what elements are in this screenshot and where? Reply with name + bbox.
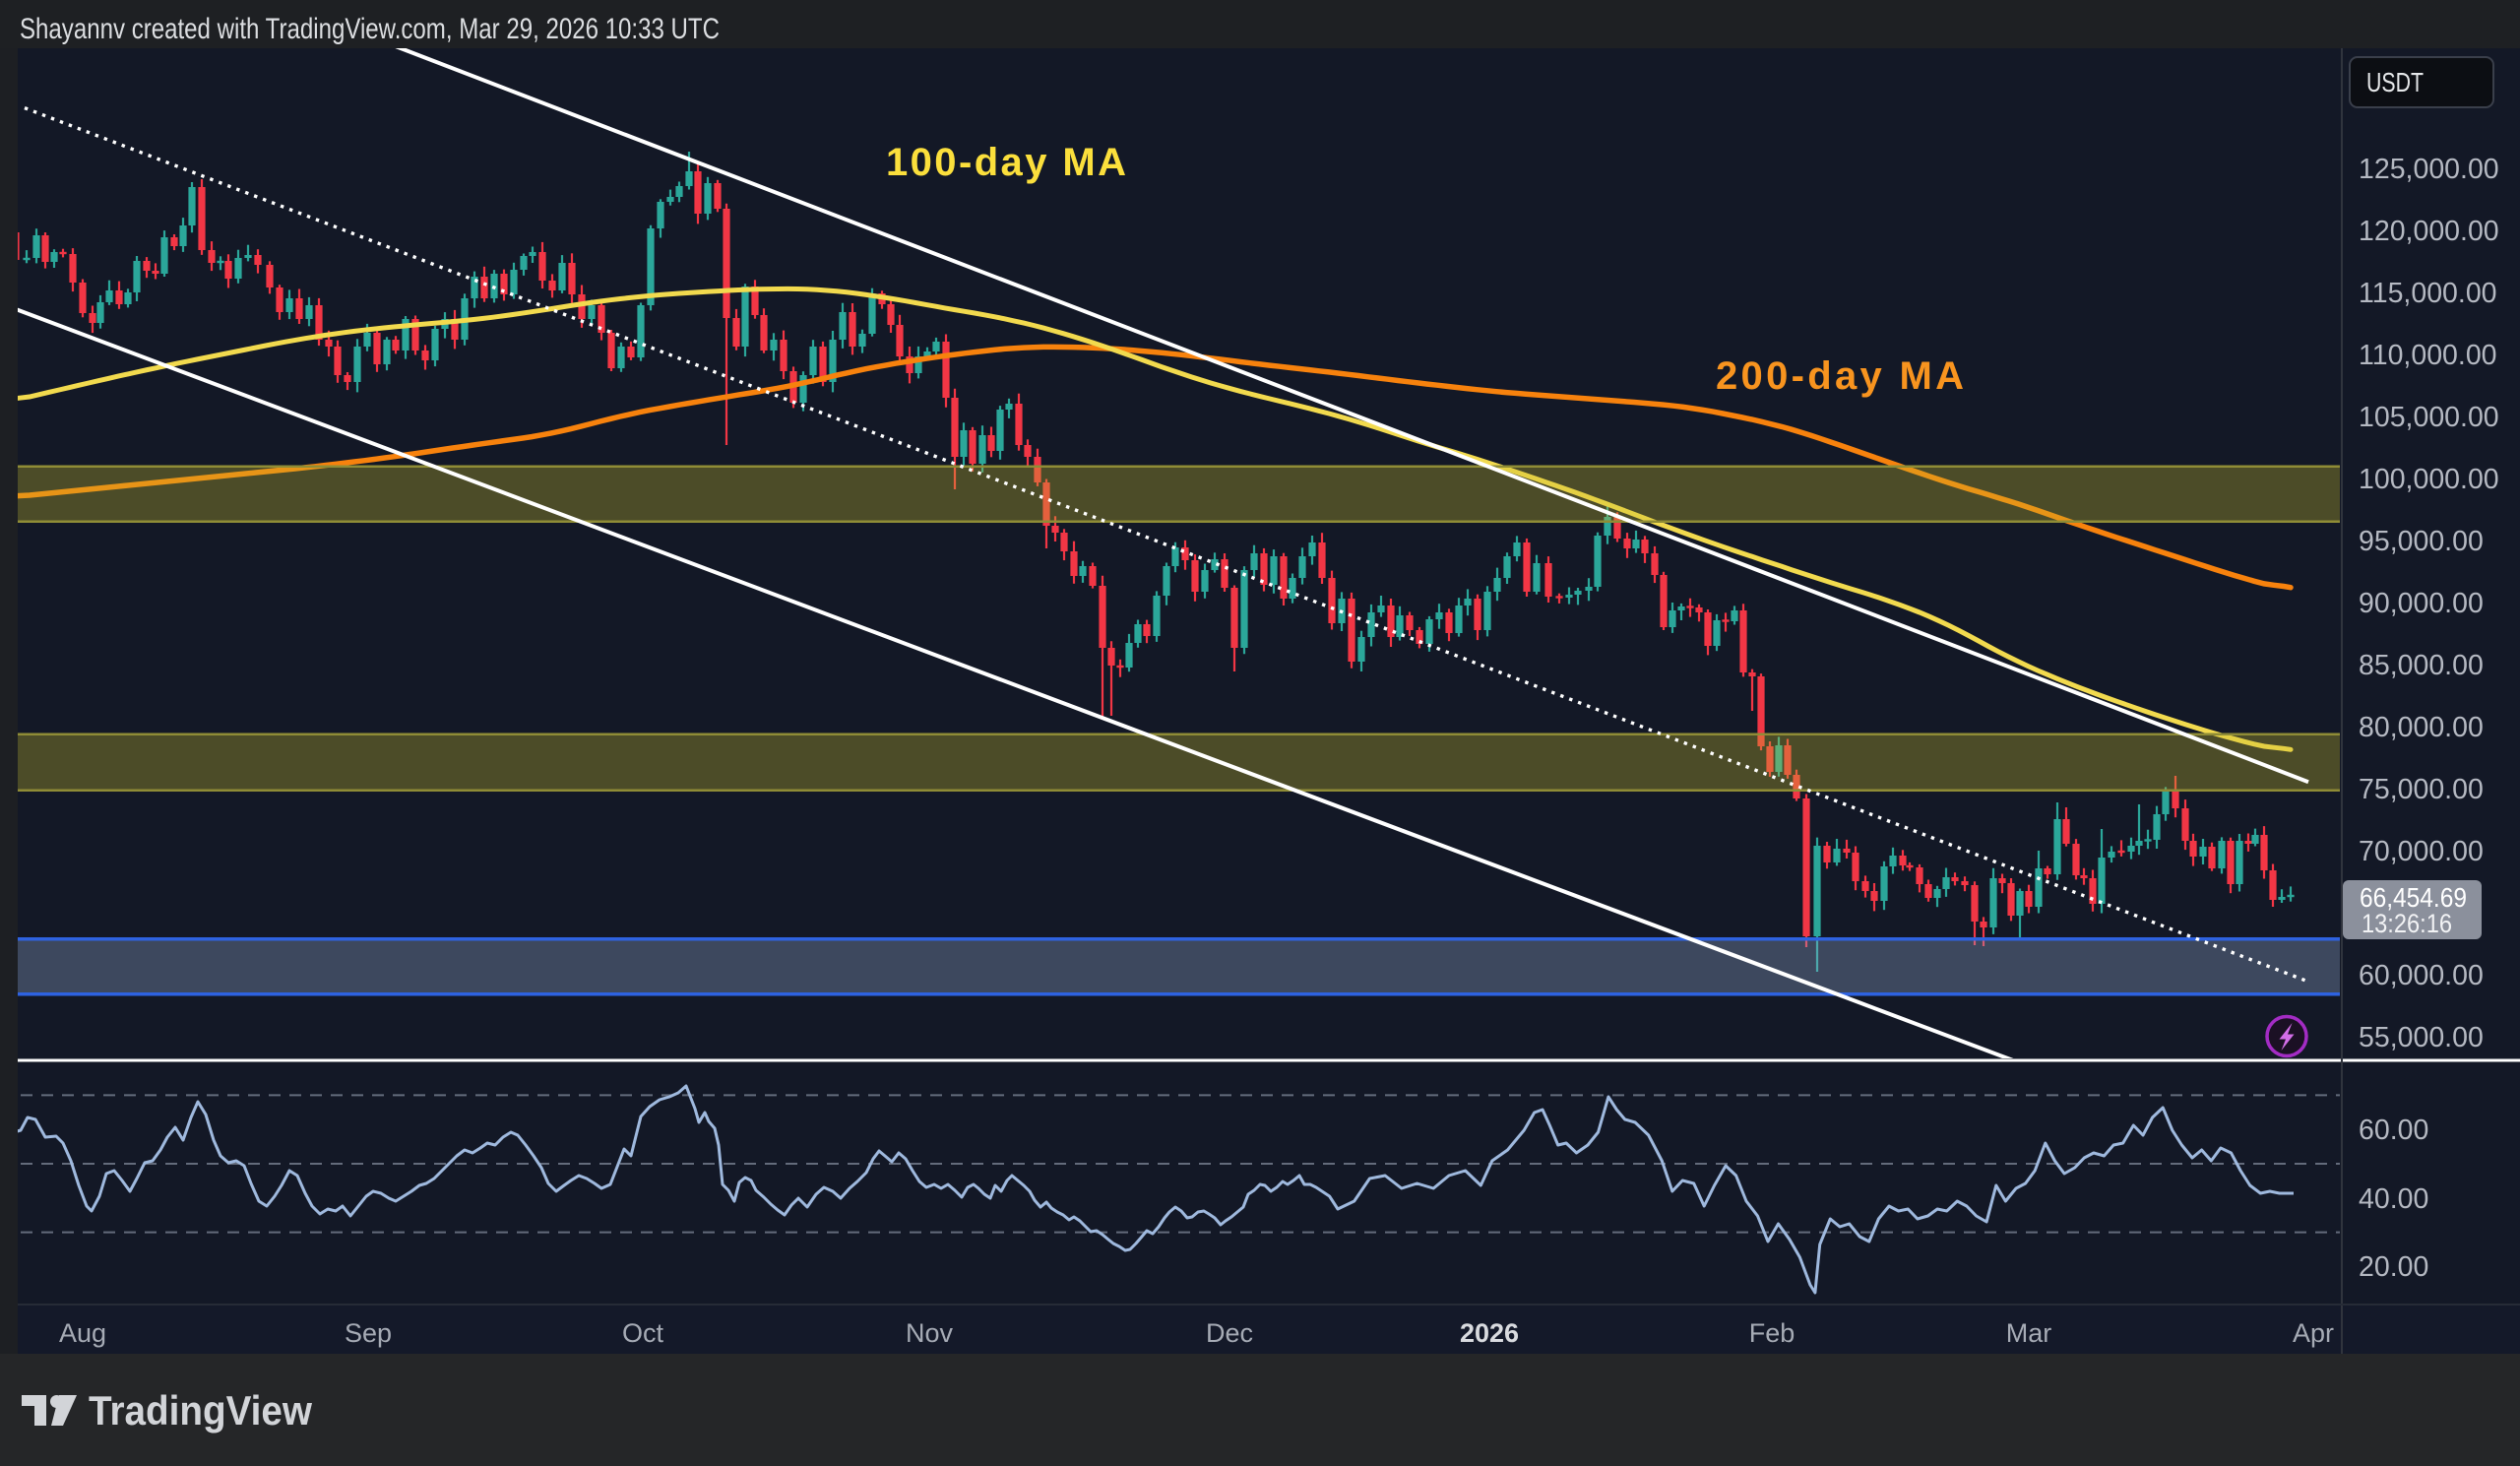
svg-text:13:26:16: 13:26:16 <box>2362 909 2452 938</box>
svg-text:Shayannv created with TradingV: Shayannv created with TradingView.com, M… <box>20 13 720 45</box>
svg-text:Apr: Apr <box>2293 1318 2334 1348</box>
svg-text:90,000.00: 90,000.00 <box>2359 588 2484 619</box>
svg-text:80,000.00: 80,000.00 <box>2359 712 2484 743</box>
svg-text:Mar: Mar <box>2006 1318 2052 1348</box>
svg-text:115,000.00: 115,000.00 <box>2359 278 2497 309</box>
svg-text:TradingView: TradingView <box>89 1387 312 1434</box>
svg-text:Sep: Sep <box>345 1318 392 1348</box>
svg-text:Nov: Nov <box>906 1318 954 1348</box>
svg-text:200-day MA: 200-day MA <box>1716 354 1964 398</box>
svg-text:55,000.00: 55,000.00 <box>2359 1022 2484 1053</box>
svg-text:USDT: USDT <box>2366 67 2424 97</box>
svg-text:100-day MA: 100-day MA <box>886 141 1126 184</box>
svg-text:85,000.00: 85,000.00 <box>2359 650 2484 681</box>
svg-text:66,454.69: 66,454.69 <box>2360 882 2467 913</box>
svg-text:2026: 2026 <box>1460 1318 1519 1348</box>
svg-text:95,000.00: 95,000.00 <box>2359 526 2484 557</box>
svg-text:Dec: Dec <box>1206 1318 1253 1348</box>
svg-text:Aug: Aug <box>59 1318 106 1348</box>
svg-text:110,000.00: 110,000.00 <box>2359 340 2497 371</box>
svg-text:120,000.00: 120,000.00 <box>2359 216 2499 247</box>
svg-text:Feb: Feb <box>1749 1318 1796 1348</box>
svg-text:Oct: Oct <box>622 1318 664 1348</box>
svg-text:75,000.00: 75,000.00 <box>2359 774 2484 805</box>
svg-text:60.00: 60.00 <box>2359 1115 2428 1146</box>
svg-text:60,000.00: 60,000.00 <box>2359 960 2484 991</box>
svg-text:105,000.00: 105,000.00 <box>2359 402 2499 433</box>
svg-text:100,000.00: 100,000.00 <box>2359 464 2499 495</box>
svg-text:40.00: 40.00 <box>2359 1183 2428 1215</box>
svg-text:70,000.00: 70,000.00 <box>2359 836 2484 867</box>
svg-text:125,000.00: 125,000.00 <box>2359 154 2499 185</box>
svg-text:20.00: 20.00 <box>2359 1251 2428 1283</box>
